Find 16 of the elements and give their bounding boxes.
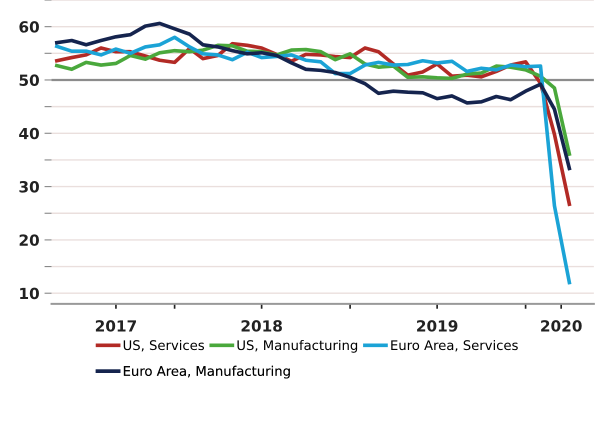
legend-label: Euro Area, Manufacturing <box>124 366 290 379</box>
y-tick-label: 60 <box>19 21 39 33</box>
y-tick-label: 40 <box>19 128 39 140</box>
x-tick-label: 2019 <box>417 320 458 332</box>
line-series <box>54 36 572 284</box>
legend-label: US, Services <box>124 340 204 352</box>
y-tick-label: 10 <box>20 288 39 300</box>
y-tick-label: 30 <box>19 181 39 193</box>
line-series <box>54 22 572 170</box>
y-tick-label: 20 <box>20 234 39 246</box>
legend-label: Euro Area, Services <box>391 340 518 352</box>
x-tick-label: 2017 <box>96 320 136 332</box>
x-tick-label: 2018 <box>242 320 282 332</box>
y-tick-label: 50 <box>20 74 39 86</box>
legend-label: US, Manufacturing <box>237 340 358 353</box>
x-tick-label: 2020 <box>541 320 582 332</box>
